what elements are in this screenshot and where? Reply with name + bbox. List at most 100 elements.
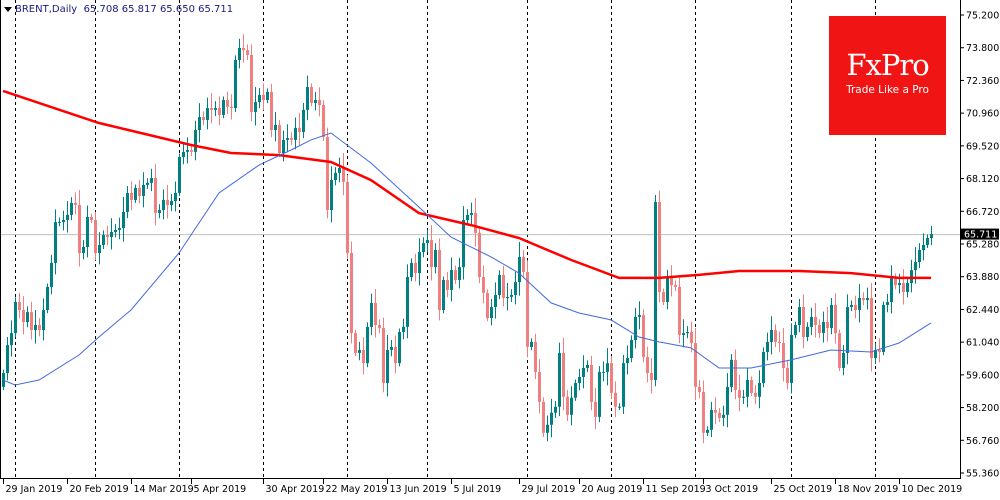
- candle-body: [78, 204, 81, 254]
- candle: [58, 217, 61, 227]
- candle: [434, 243, 437, 274]
- candle-body: [122, 211, 125, 229]
- candle: [546, 415, 549, 442]
- candle-body: [30, 312, 33, 331]
- candle-body: [774, 330, 777, 342]
- logo-tagline: Trade Like a Pro: [846, 84, 929, 96]
- candle: [822, 311, 825, 343]
- candle: [126, 186, 129, 219]
- candle: [270, 83, 273, 138]
- candle: [698, 379, 701, 399]
- candle-body: [626, 358, 629, 364]
- candle-body: [58, 222, 61, 224]
- candle: [830, 298, 833, 335]
- candle-body: [318, 99, 321, 106]
- candle-body: [542, 401, 545, 433]
- candle: [598, 366, 601, 423]
- dropdown-triangle-icon[interactable]: [4, 6, 12, 12]
- candle-body: [430, 240, 433, 268]
- candle: [350, 241, 353, 344]
- x-tick-label: 18 Nov 2019: [838, 484, 899, 495]
- candle-body: [206, 108, 209, 121]
- candle: [454, 265, 457, 285]
- candle-body: [366, 326, 369, 364]
- y-tick-label: 62.440: [966, 305, 999, 316]
- candle: [306, 75, 309, 121]
- y-tick-label: 56.760: [966, 436, 999, 447]
- candle-body: [222, 99, 225, 115]
- candle: [74, 192, 77, 215]
- candle-body: [226, 99, 229, 107]
- candle-body: [594, 401, 597, 417]
- candle: [902, 269, 905, 305]
- candle-body: [170, 201, 173, 205]
- candle: [706, 426, 709, 436]
- moving-averages: [2, 89, 932, 386]
- candle: [482, 265, 485, 304]
- candle: [702, 380, 705, 444]
- candle: [470, 202, 473, 225]
- candle: [614, 381, 617, 418]
- candle: [906, 277, 909, 298]
- candle: [398, 328, 401, 367]
- candle: [154, 164, 157, 226]
- candle-body: [470, 213, 473, 215]
- candle: [410, 258, 413, 282]
- candle-body: [374, 302, 377, 326]
- candle-body: [406, 277, 409, 327]
- candle-body: [610, 363, 613, 393]
- candle-body: [814, 316, 817, 326]
- candle: [714, 397, 717, 425]
- candle: [894, 273, 897, 290]
- candle: [330, 166, 333, 223]
- candle: [158, 204, 161, 219]
- candle: [494, 282, 497, 319]
- y-tick-label: 75.200: [966, 11, 999, 22]
- x-tick-label: 11 Sep 2019: [646, 484, 706, 495]
- candle: [250, 44, 253, 122]
- candle-body: [598, 371, 601, 417]
- x-tick-label: 20 Aug 2019: [582, 484, 643, 495]
- candle: [786, 361, 789, 390]
- y-tick-label: 72.360: [966, 76, 999, 87]
- candle-body: [166, 199, 169, 205]
- candle: [778, 331, 781, 353]
- candle: [442, 276, 445, 314]
- candle: [346, 174, 349, 260]
- candle-body: [698, 386, 701, 392]
- candle-body: [886, 301, 889, 305]
- candle-body: [678, 286, 681, 335]
- candle-body: [578, 376, 581, 383]
- candle-body: [50, 262, 53, 287]
- candle-body: [606, 363, 609, 372]
- candle: [246, 44, 249, 61]
- candle: [534, 333, 537, 380]
- candle: [18, 292, 21, 319]
- candle-body: [38, 325, 41, 331]
- y-tick-label: 68.120: [966, 174, 999, 185]
- candle: [150, 168, 153, 192]
- candle-body: [10, 333, 13, 346]
- candle: [498, 270, 501, 300]
- candle-body: [558, 352, 561, 407]
- candle-body: [546, 424, 549, 433]
- candle: [274, 112, 277, 142]
- candle-body: [898, 283, 901, 286]
- candle-body: [754, 392, 757, 397]
- candle-body: [862, 298, 865, 301]
- candle: [866, 287, 869, 310]
- candle: [34, 310, 37, 344]
- candle: [646, 346, 649, 383]
- candle-body: [346, 181, 349, 254]
- candle: [634, 307, 637, 349]
- candle-body: [582, 367, 585, 377]
- candle: [754, 384, 757, 405]
- candle: [486, 289, 489, 322]
- candle-body: [54, 222, 57, 263]
- y-tick-label: 55.360: [966, 469, 999, 480]
- fxpro-logo: FxPro Trade Like a Pro: [829, 16, 946, 135]
- candle-body: [682, 333, 685, 335]
- candle: [490, 298, 493, 326]
- candle: [522, 250, 525, 279]
- candle: [746, 368, 749, 408]
